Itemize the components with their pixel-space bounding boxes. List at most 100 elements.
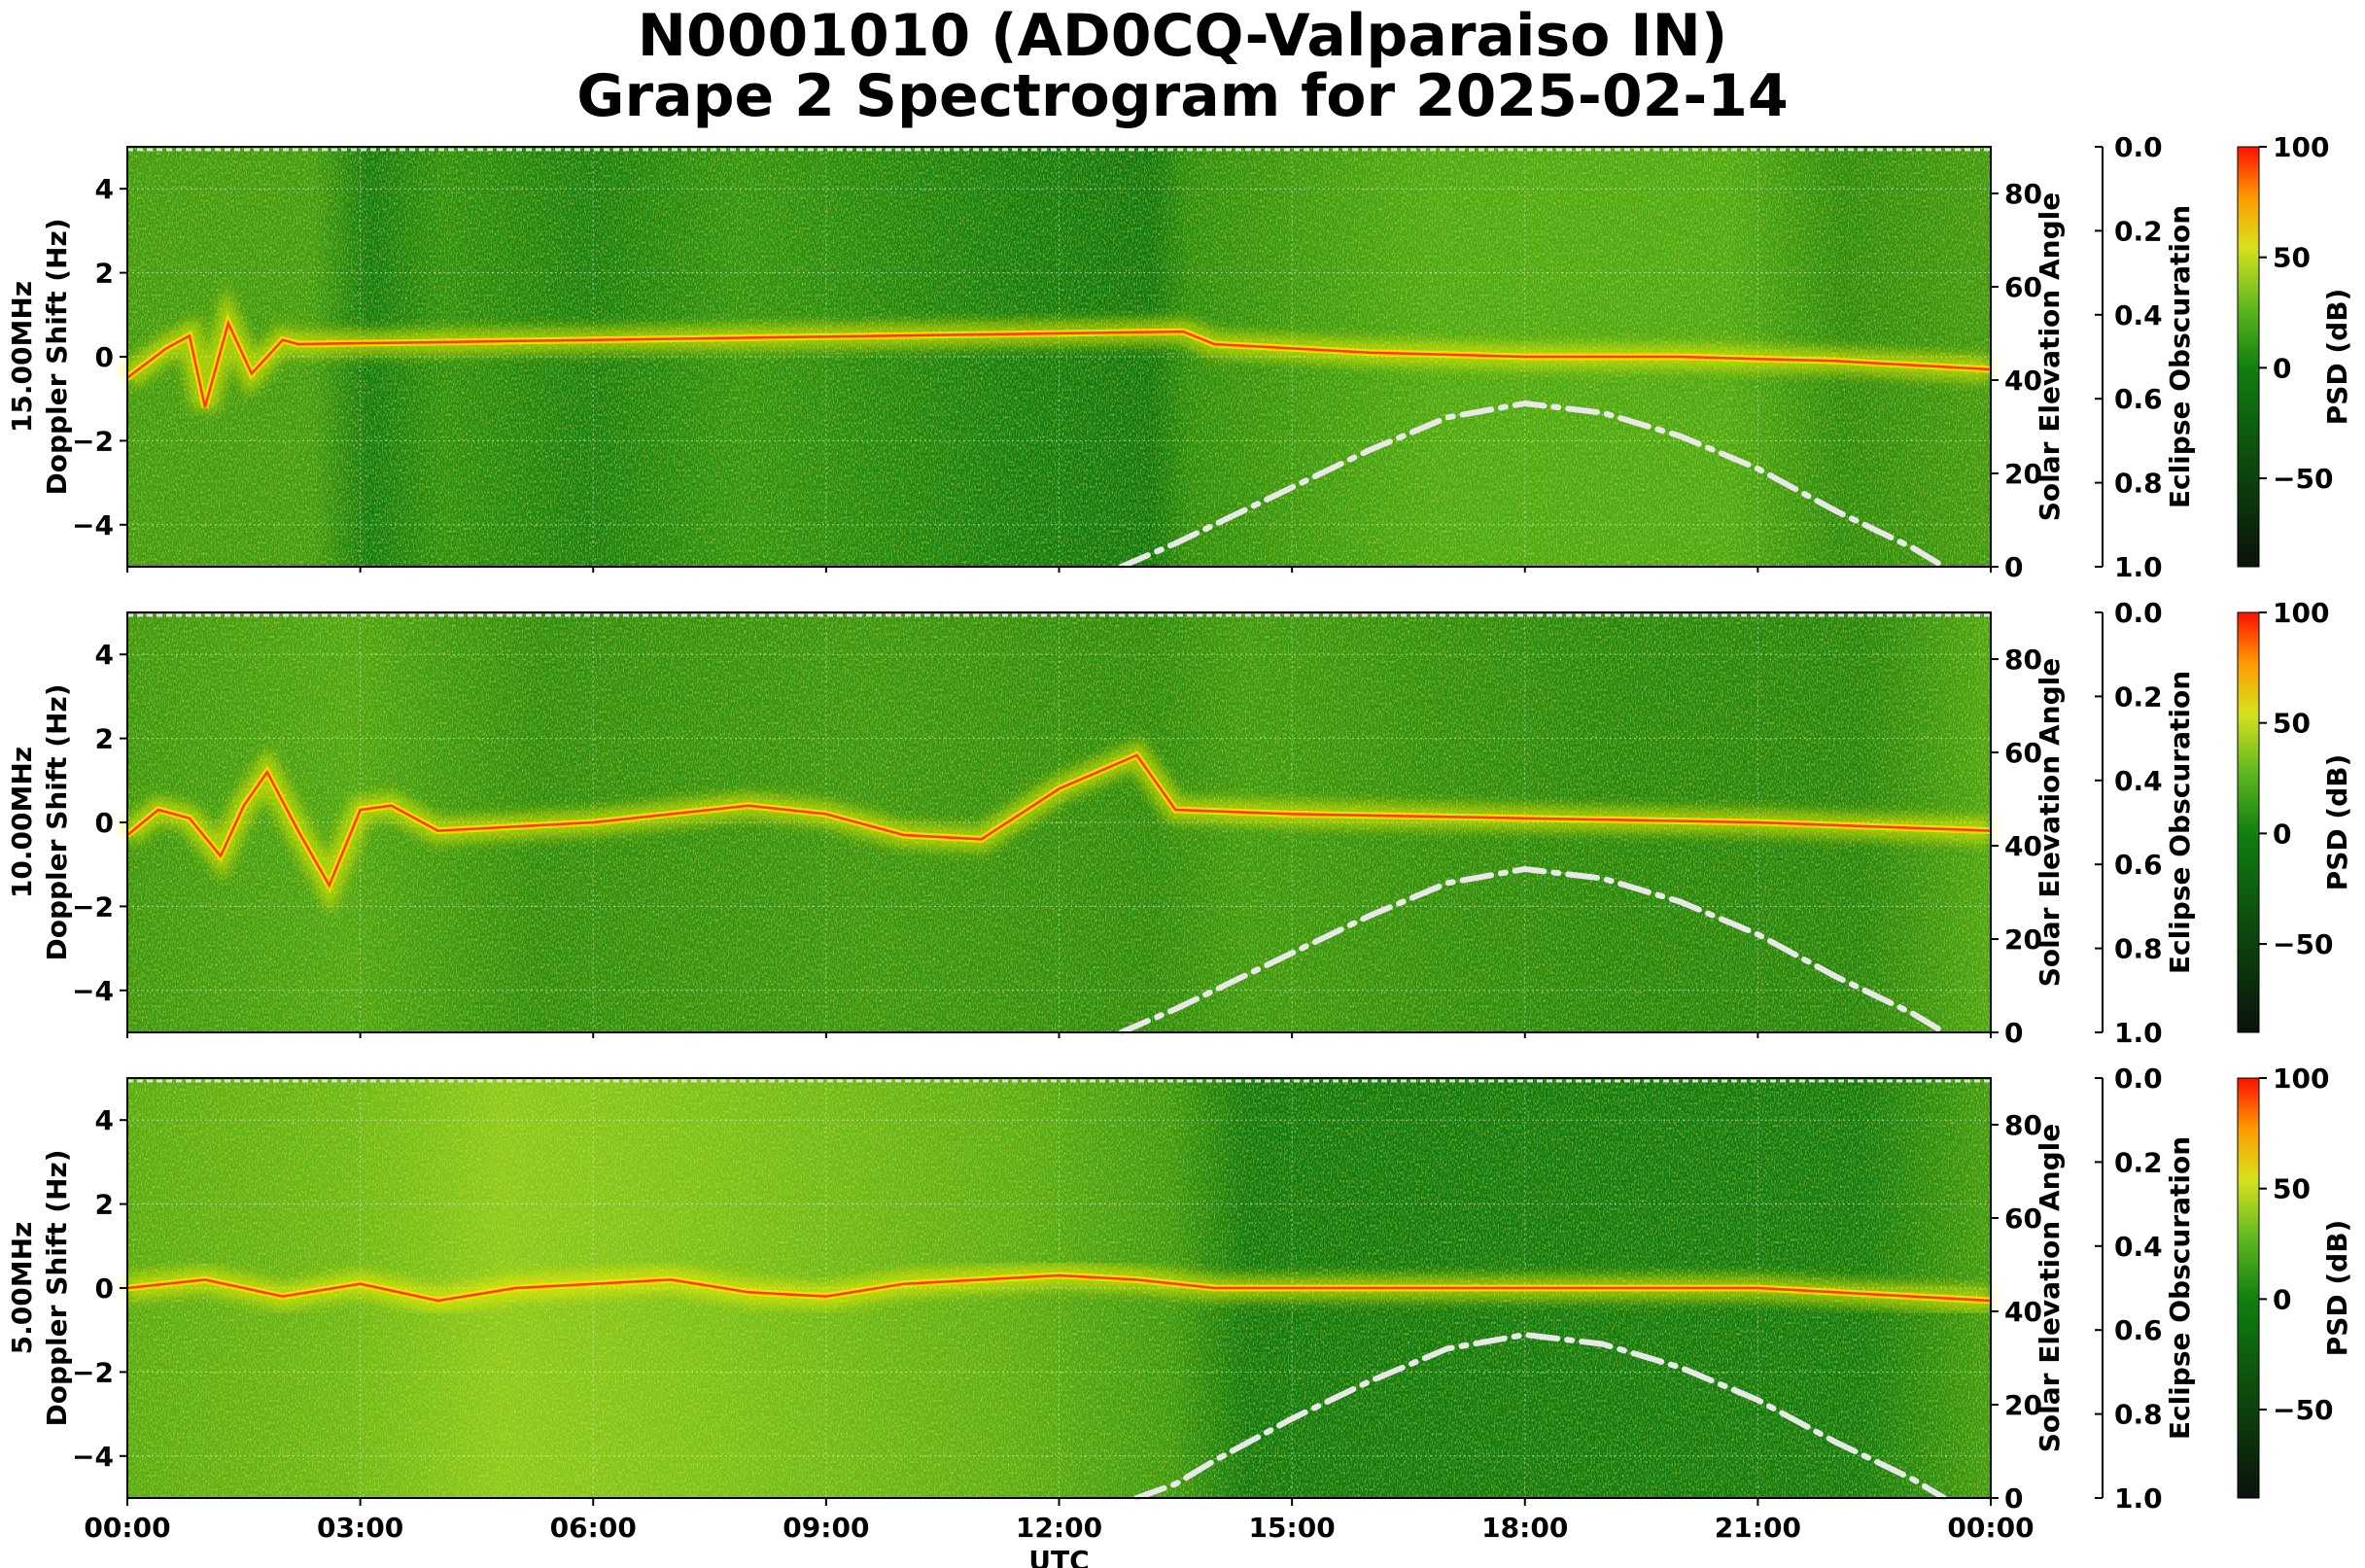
y2-tick-label: 80	[2004, 644, 2042, 676]
x-tick-label: 15:00	[1249, 1512, 1336, 1544]
y3-tick-label: 0.0	[2114, 597, 2163, 629]
y2-tick-label: 20	[2004, 458, 2042, 490]
y-axis-label: 5.00MHz	[6, 1222, 38, 1355]
y3-tick-label: 0.4	[2114, 765, 2163, 797]
colorbar-tick-label: −50	[2273, 463, 2333, 495]
y3-tick-label: 0.4	[2114, 299, 2163, 331]
y3-tick-label: 1.0	[2114, 1482, 2163, 1515]
x-tick-label: 18:00	[1481, 1512, 1568, 1544]
y3-tick-label: 0.4	[2114, 1231, 2163, 1263]
y3-tick-label: 0.8	[2114, 468, 2163, 500]
y-axis-label: 10.00MHz	[6, 747, 38, 898]
panel-1: −4 −2 0 2 4 15.00MHz Doppler Shift (Hz) 0 20 40 60…	[6, 131, 2353, 583]
doppler-trace-line	[126, 753, 1992, 889]
x-tick-label: 09:00	[783, 1512, 869, 1544]
y-axis-label: Doppler Shift (Hz)	[41, 1149, 73, 1426]
doppler-trace-line	[126, 1273, 1992, 1303]
y2-tick-label: 0	[2004, 1482, 2023, 1515]
y-axis-label: 15.00MHz	[6, 281, 38, 433]
y2-tick-label: 40	[2004, 365, 2042, 397]
colorbar-tick-label: 100	[2273, 1063, 2329, 1095]
y2-tick-label: 40	[2004, 1296, 2042, 1328]
y2-tick-label: 20	[2004, 923, 2042, 956]
y-tick-label: −4	[72, 509, 114, 541]
chart-title-line2: Grape 2 Spectrogram for 2025-02-14	[576, 62, 1789, 130]
panel-2: −4 −2 0 2 4 10.00MHz Doppler Shift (Hz) 0 20 40 60…	[6, 597, 2353, 1049]
y2-axis-label: Solar Elevation Angle	[2034, 658, 2066, 987]
y3-tick-label: 0.6	[2114, 1314, 2163, 1346]
colorbar-tick-label: 0	[2273, 818, 2291, 850]
colorbar-label: PSD (dB)	[2321, 1220, 2353, 1357]
y-tick-label: 4	[95, 1104, 114, 1136]
colorbar-tick-label: 100	[2273, 131, 2329, 163]
y2-tick-label: 20	[2004, 1389, 2042, 1421]
y-tick-label: 2	[95, 1189, 114, 1221]
y-tick-label: 0	[95, 341, 114, 373]
chart-title-line1: N0001010 (AD0CQ-Valparaiso IN)	[637, 2, 1728, 70]
colorbar-tick-label: 0	[2273, 352, 2291, 384]
y2-tick-label: 60	[2004, 1202, 2042, 1235]
y-tick-label: −2	[72, 890, 114, 923]
y-tick-label: −4	[72, 975, 114, 1007]
solar-elevation-line	[1118, 400, 1948, 570]
y3-tick-label: 0.2	[2114, 215, 2163, 247]
y3-tick-label: 1.0	[2114, 551, 2163, 583]
y3-tick-label: 0.6	[2114, 849, 2163, 881]
y3-tick-label: 0.8	[2114, 933, 2163, 965]
colorbar-tick-label: 50	[2273, 708, 2311, 740]
x-tick-label: 06:00	[550, 1512, 637, 1544]
colorbar	[2237, 146, 2260, 568]
colorbar-tick-label: 50	[2273, 1173, 2311, 1205]
x-tick-label: 21:00	[1715, 1512, 1801, 1544]
solar-elevation-line	[1133, 1331, 1948, 1501]
y-axis-label: Doppler Shift (Hz)	[41, 218, 73, 495]
y3-tick-label: 0.6	[2114, 383, 2163, 415]
solar-elevation-line	[1118, 865, 1948, 1035]
y3-axis-label: Eclipse Obscuration	[2164, 1136, 2196, 1440]
x-tick-label: 12:00	[1016, 1512, 1102, 1544]
colorbar-tick-label: 0	[2273, 1283, 2291, 1315]
colorbar-tick-label: −50	[2273, 928, 2333, 960]
y-tick-label: 4	[95, 173, 114, 205]
y3-tick-label: 0.2	[2114, 1146, 2163, 1178]
doppler-trace-line	[126, 319, 1992, 408]
colorbar-tick-label: 100	[2273, 597, 2329, 629]
y3-tick-label: 0.2	[2114, 680, 2163, 713]
panel-3: −4 −2 0 2 4 5.00MHz Doppler Shift (Hz) 0 20 40 60 8…	[6, 1063, 2353, 1568]
y-axis-label: Doppler Shift (Hz)	[41, 683, 73, 960]
y2-tick-label: 80	[2004, 178, 2042, 210]
y2-tick-label: 40	[2004, 830, 2042, 862]
x-tick-label: 00:00	[84, 1512, 170, 1544]
y-tick-label: 2	[95, 258, 114, 290]
colorbar-label: PSD (dB)	[2321, 754, 2353, 891]
y2-tick-label: 60	[2004, 737, 2042, 769]
y-tick-label: 0	[95, 807, 114, 839]
y3-tick-label: 1.0	[2114, 1017, 2163, 1049]
y2-tick-label: 0	[2004, 551, 2023, 583]
y2-tick-label: 80	[2004, 1109, 2042, 1141]
y3-tick-label: 0.0	[2114, 131, 2163, 163]
y-tick-label: −4	[72, 1441, 114, 1473]
y-tick-label: 0	[95, 1272, 114, 1305]
colorbar-label: PSD (dB)	[2321, 289, 2353, 426]
y-tick-label: −2	[72, 1356, 114, 1388]
colorbar-tick-label: 50	[2273, 242, 2311, 274]
colorbar	[2237, 1077, 2260, 1499]
y-tick-label: −2	[72, 425, 114, 457]
y3-tick-label: 0.0	[2114, 1063, 2163, 1095]
y-tick-label: 4	[95, 639, 114, 671]
y2-tick-label: 0	[2004, 1017, 2023, 1049]
y2-axis-label: Solar Elevation Angle	[2034, 192, 2066, 521]
y3-tick-label: 0.8	[2114, 1399, 2163, 1431]
y-tick-label: 2	[95, 723, 114, 755]
x-axis-label: UTC	[1028, 1545, 1089, 1568]
y2-axis-label: Solar Elevation Angle	[2034, 1124, 2066, 1452]
x-tick-label: 03:00	[317, 1512, 403, 1544]
colorbar	[2237, 611, 2260, 1033]
colorbar-tick-label: −50	[2273, 1394, 2333, 1426]
x-tick-label: 00:00	[1947, 1512, 2034, 1544]
y3-axis-label: Eclipse Obscuration	[2164, 671, 2196, 974]
y2-tick-label: 60	[2004, 271, 2042, 303]
y3-axis-label: Eclipse Obscuration	[2164, 205, 2196, 508]
